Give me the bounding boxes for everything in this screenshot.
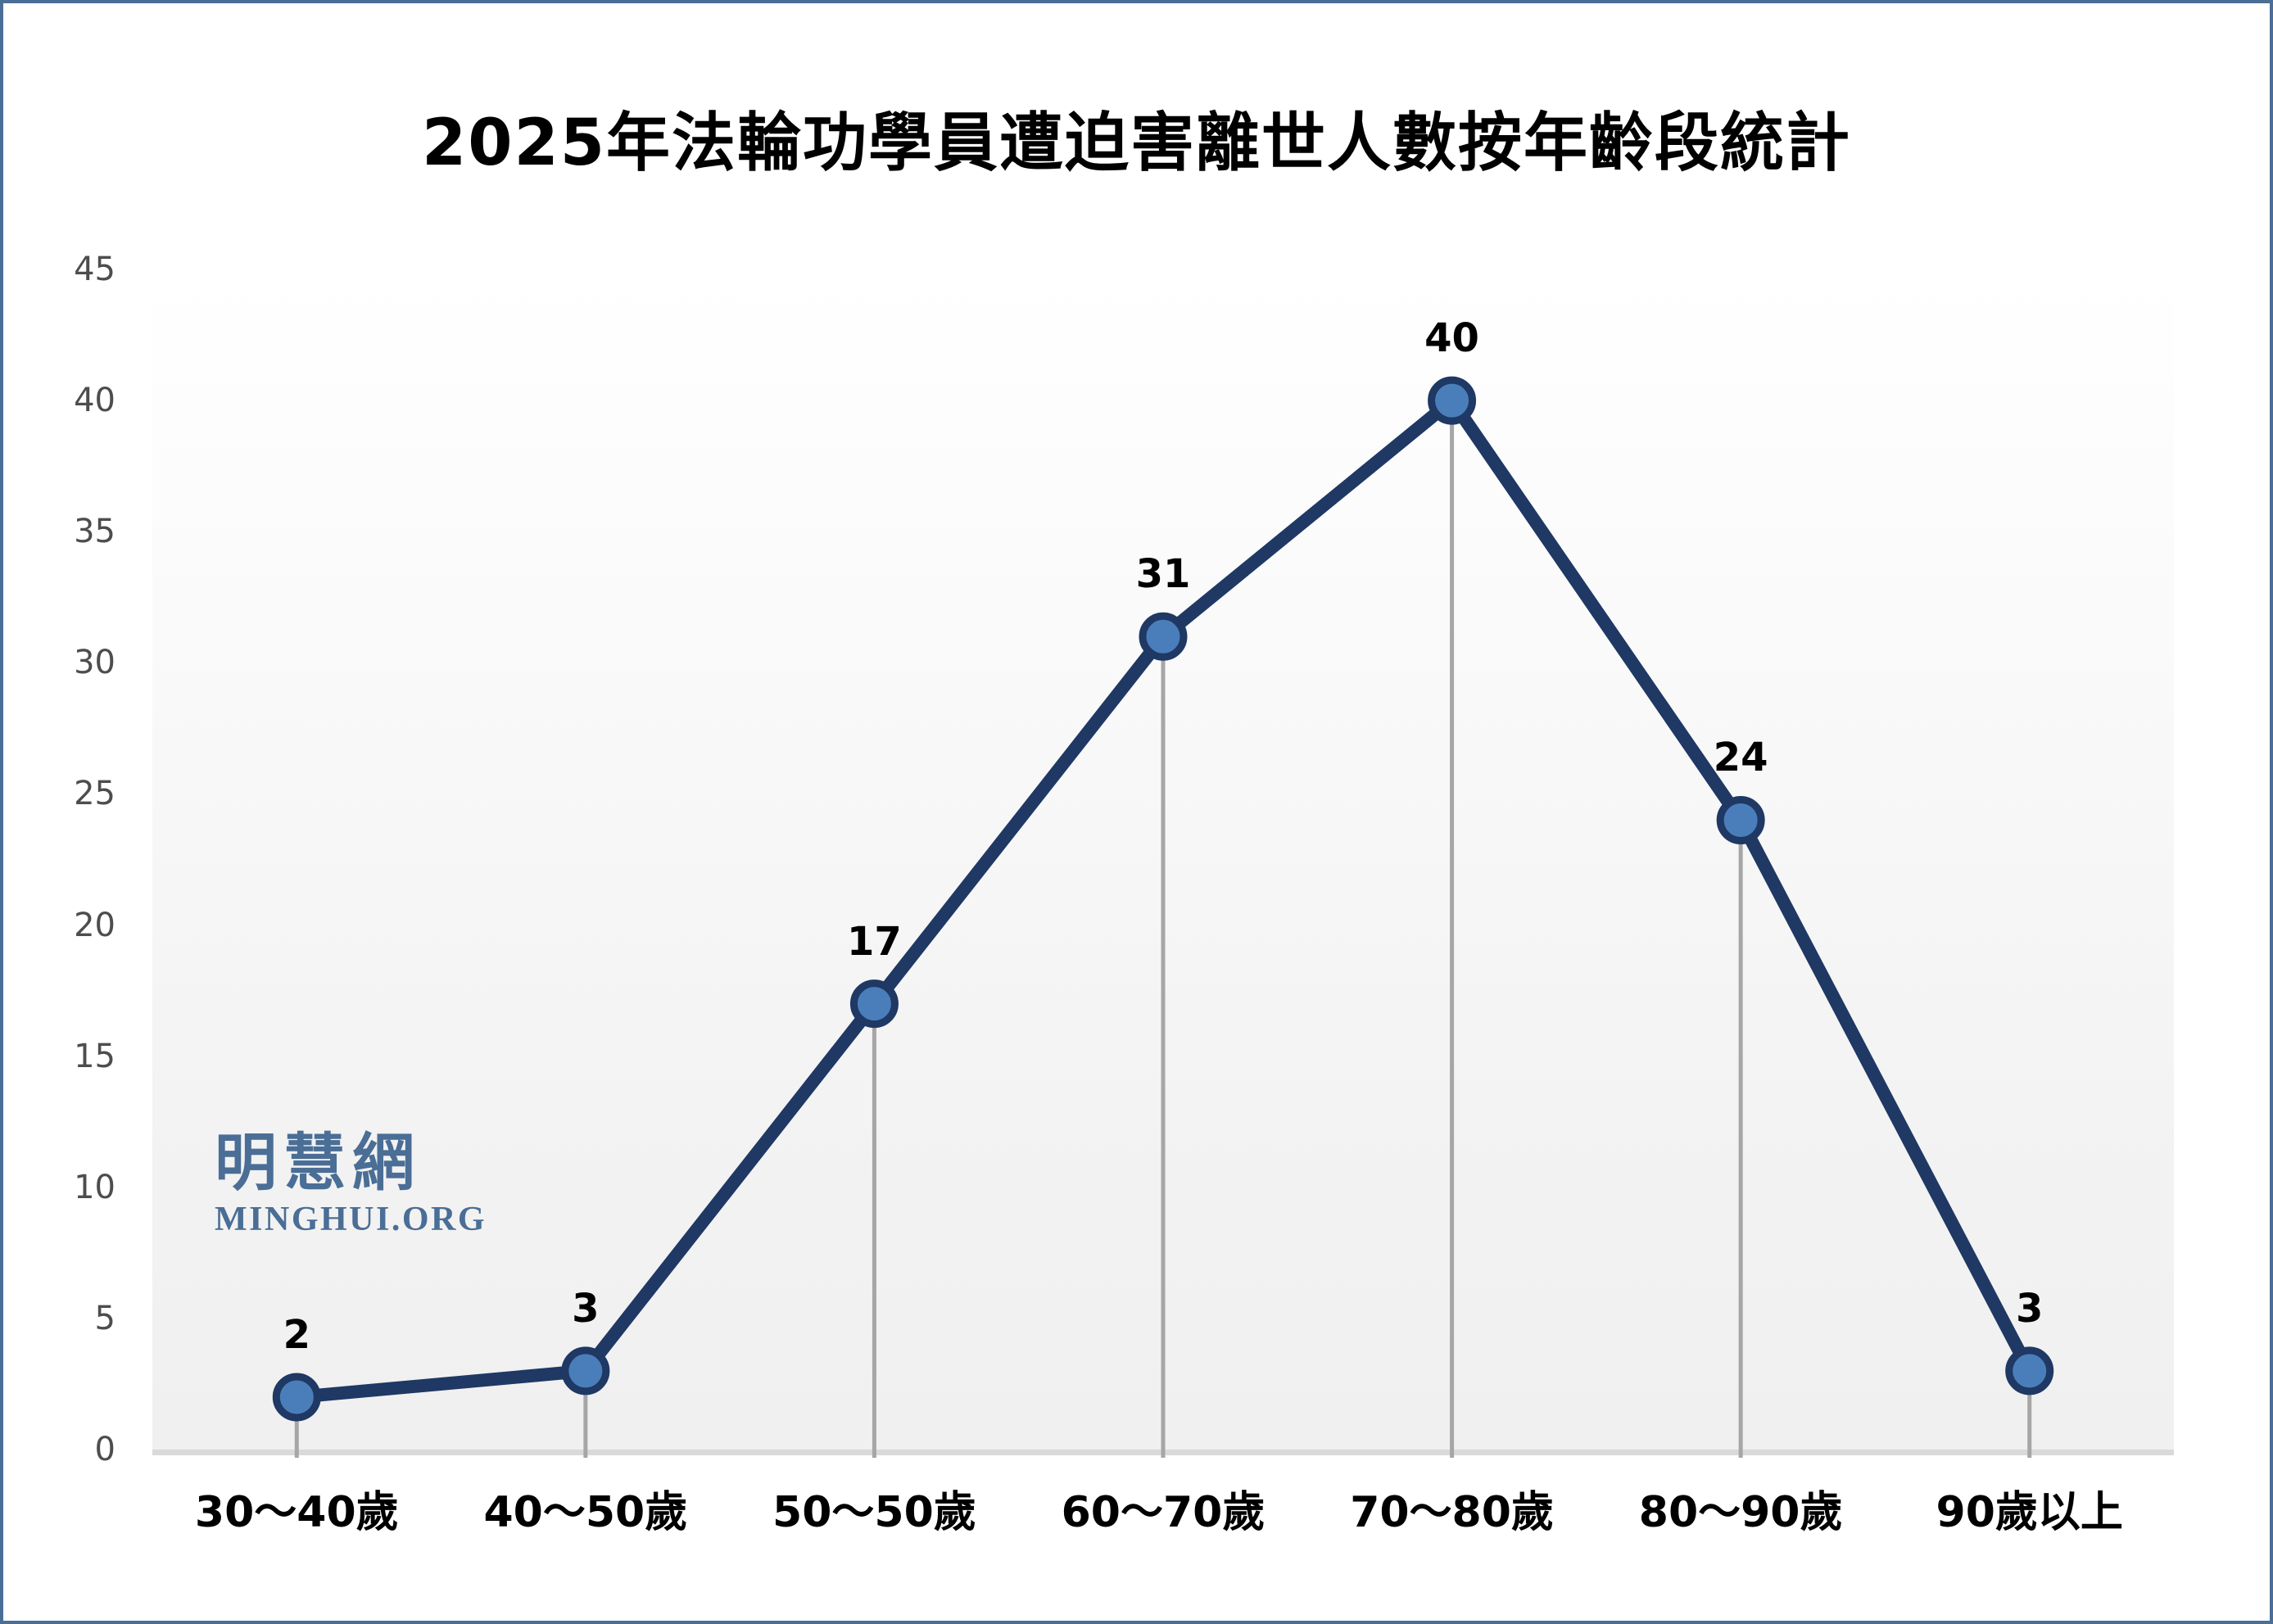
x-axis-tick-2: 50～50歲 [772, 1488, 976, 1537]
x-axis-tick-5: 80～90歲 [1638, 1488, 1843, 1537]
data-label-1: 3 [572, 1285, 600, 1332]
x-axis-tick-4: 70～80歲 [1350, 1488, 1554, 1537]
y-axis-tick-45: 45 [74, 251, 115, 288]
x-axis-tick-1: 40～50歲 [483, 1488, 688, 1537]
data-label-6: 3 [2016, 1285, 2044, 1332]
y-axis-tick-5: 5 [94, 1299, 115, 1337]
watermark-latin: MINGHUI.ORG [215, 1201, 487, 1238]
data-label-4: 40 [1424, 315, 1479, 362]
data-label-5: 24 [1713, 735, 1768, 781]
plot-area [152, 269, 2174, 1450]
x-axis-tick-3: 60～70歲 [1061, 1488, 1266, 1537]
x-axis-tick-0: 30～40歲 [194, 1488, 399, 1537]
y-axis-tick-0: 0 [94, 1431, 115, 1468]
minghui-watermark: 明慧網 MINGHUI.ORG [215, 1126, 487, 1239]
y-axis-tick-35: 35 [74, 513, 115, 551]
x-axis-tick-6: 90歲以上 [1936, 1488, 2123, 1537]
data-label-2: 17 [847, 918, 902, 965]
y-axis-tick-20: 20 [74, 906, 115, 944]
y-axis-tick-40: 40 [74, 382, 115, 420]
page-title: 2025年法輪功學員遭迫害離世人數按年齡段統計 [421, 106, 1852, 180]
data-label-0: 2 [283, 1311, 310, 1358]
y-axis-tick-15: 15 [74, 1037, 115, 1075]
y-axis-tick-25: 25 [74, 775, 115, 813]
y-axis-tick-30: 30 [74, 644, 115, 682]
data-label-3: 31 [1135, 551, 1191, 598]
y-axis-tick-10: 10 [74, 1168, 115, 1206]
x-axis-line [152, 1450, 2174, 1455]
watermark-chinese: 明慧網 [215, 1126, 421, 1199]
